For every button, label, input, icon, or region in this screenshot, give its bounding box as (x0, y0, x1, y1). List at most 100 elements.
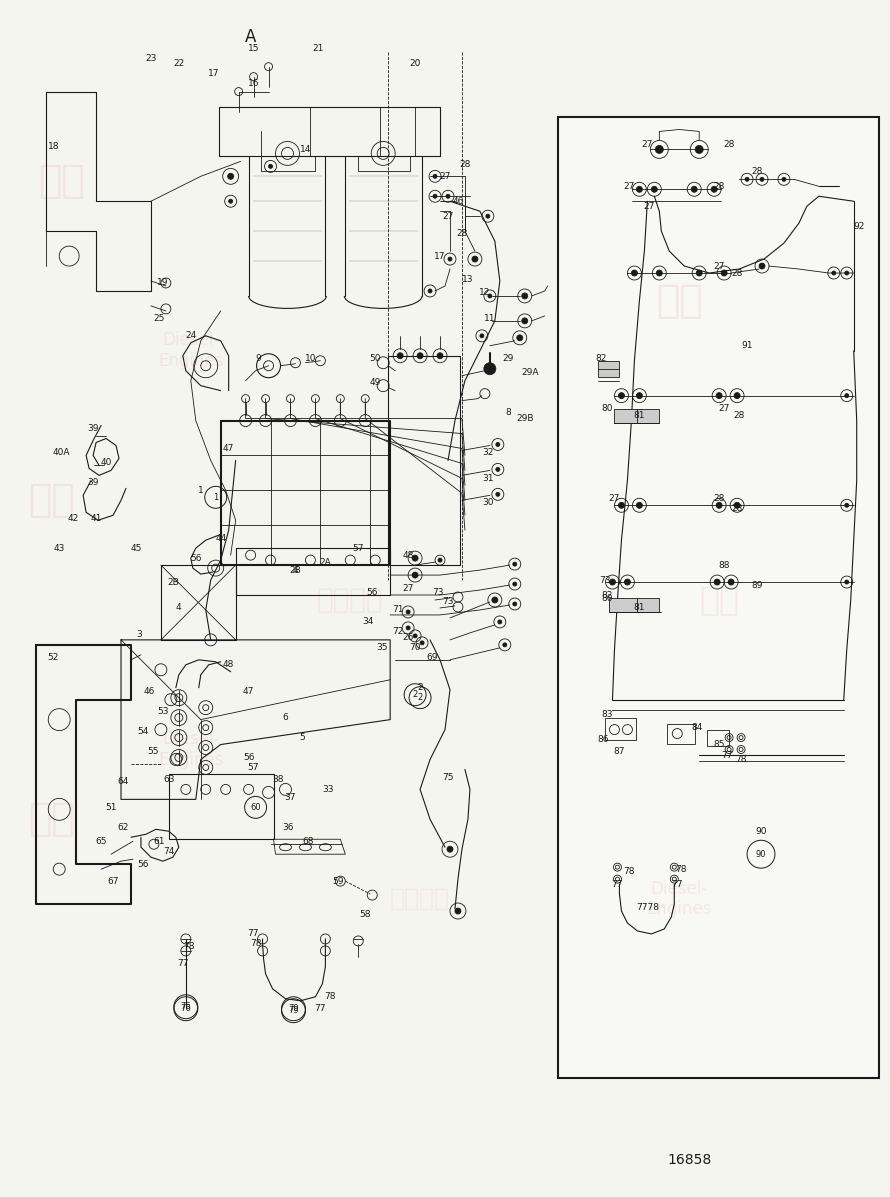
Text: 49: 49 (369, 378, 381, 387)
Circle shape (446, 194, 450, 199)
Text: 77: 77 (722, 751, 732, 760)
Text: 63: 63 (163, 774, 174, 784)
Text: 56: 56 (367, 588, 378, 596)
Text: 88: 88 (718, 560, 730, 570)
Text: 5: 5 (300, 733, 305, 742)
Text: 48: 48 (223, 661, 234, 669)
Text: 动力: 动力 (700, 583, 739, 616)
Circle shape (714, 579, 720, 585)
Circle shape (522, 318, 528, 324)
Text: 35: 35 (376, 643, 388, 652)
Text: 59: 59 (333, 876, 344, 886)
Bar (708, 730, 729, 746)
Text: 57: 57 (247, 762, 258, 772)
Circle shape (845, 271, 849, 275)
Text: 71: 71 (392, 606, 404, 614)
Text: 56: 56 (190, 554, 201, 563)
Text: 75: 75 (442, 773, 454, 782)
Text: 29A: 29A (521, 369, 538, 377)
Text: 76: 76 (181, 1002, 191, 1011)
Circle shape (656, 271, 662, 277)
Bar (668, 724, 695, 743)
Text: 6: 6 (283, 713, 288, 722)
Text: 27: 27 (442, 212, 454, 220)
Circle shape (692, 187, 697, 193)
Text: 90: 90 (756, 827, 767, 836)
Text: 78: 78 (624, 867, 635, 876)
Circle shape (417, 353, 423, 359)
Text: 28: 28 (724, 140, 735, 148)
Text: 28: 28 (733, 411, 745, 420)
Text: 紫发动力: 紫发动力 (390, 887, 450, 911)
Text: 85: 85 (714, 740, 724, 749)
Text: 22: 22 (174, 59, 184, 68)
Text: 2A: 2A (320, 558, 331, 566)
Text: 69: 69 (426, 654, 438, 662)
Text: 87: 87 (614, 747, 625, 757)
Circle shape (832, 271, 836, 275)
Circle shape (228, 174, 234, 180)
Circle shape (728, 579, 734, 585)
Circle shape (636, 393, 643, 399)
Circle shape (745, 177, 749, 181)
Text: 2B: 2B (289, 566, 302, 575)
Text: 27: 27 (609, 494, 620, 503)
Text: 52: 52 (47, 654, 59, 662)
Circle shape (480, 334, 484, 338)
Text: 81: 81 (634, 603, 645, 613)
Text: 28: 28 (751, 166, 763, 176)
Text: 动力: 动力 (656, 282, 702, 320)
Text: 10: 10 (304, 354, 316, 363)
Text: 40: 40 (101, 458, 112, 467)
Circle shape (455, 909, 461, 915)
Circle shape (269, 164, 272, 169)
Text: 37: 37 (285, 792, 296, 802)
Text: 7778: 7778 (635, 903, 659, 912)
Text: 43: 43 (53, 543, 65, 553)
Circle shape (651, 187, 658, 193)
Text: 56: 56 (137, 859, 149, 869)
Circle shape (496, 492, 500, 497)
Circle shape (716, 393, 722, 399)
Circle shape (420, 640, 424, 645)
Text: 27: 27 (402, 583, 414, 593)
Text: 86: 86 (598, 735, 610, 745)
Text: 12: 12 (479, 288, 490, 298)
Text: 82: 82 (602, 590, 613, 600)
Text: 39: 39 (87, 424, 99, 433)
Text: 38: 38 (272, 774, 284, 784)
Text: 40A: 40A (53, 448, 70, 457)
Circle shape (412, 572, 418, 578)
Text: 动力: 动力 (38, 163, 85, 200)
Bar (169, 774, 273, 839)
Bar (637, 598, 659, 612)
Text: 61: 61 (153, 837, 165, 846)
Text: 78: 78 (183, 942, 195, 952)
Text: 19: 19 (158, 279, 168, 287)
Bar (610, 598, 637, 612)
Text: 48: 48 (402, 551, 414, 560)
Text: 2: 2 (412, 691, 417, 699)
Text: 51: 51 (105, 803, 117, 812)
Circle shape (636, 187, 643, 193)
Circle shape (695, 145, 703, 153)
Circle shape (522, 293, 528, 299)
Text: 92: 92 (853, 221, 864, 231)
Circle shape (438, 558, 442, 563)
Text: 31: 31 (482, 474, 494, 482)
Text: 36: 36 (283, 822, 295, 832)
Text: 62: 62 (117, 822, 129, 832)
Text: 27: 27 (642, 140, 653, 148)
Text: 27: 27 (714, 261, 724, 271)
Circle shape (631, 271, 637, 277)
Text: 65: 65 (95, 837, 107, 846)
Text: 47: 47 (243, 687, 255, 697)
Circle shape (636, 503, 643, 509)
Text: 30: 30 (482, 498, 494, 506)
Text: 动力: 动力 (28, 481, 75, 519)
Text: 28: 28 (457, 229, 467, 238)
Circle shape (486, 214, 490, 218)
Text: 2: 2 (417, 693, 423, 703)
Circle shape (517, 335, 522, 341)
Circle shape (760, 177, 764, 181)
